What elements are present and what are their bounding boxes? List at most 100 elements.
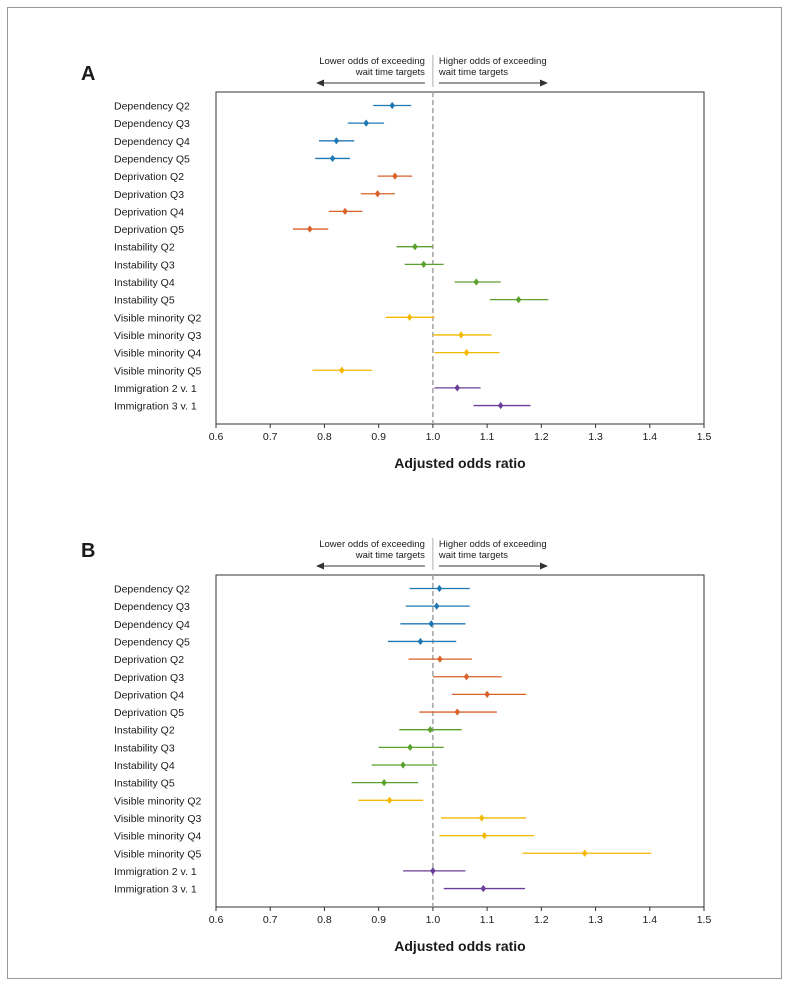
- forest-row: Visible minority Q4: [114, 831, 535, 843]
- x-tick-label: 1.2: [534, 431, 549, 443]
- row-label: Instability Q5: [114, 295, 175, 307]
- row-label: Deprivation Q2: [114, 654, 184, 666]
- x-tick-label: 1.1: [480, 914, 495, 926]
- forest-row: Deprivation Q2: [114, 654, 472, 666]
- forest-row: Instability Q4: [114, 277, 501, 289]
- x-axis: 0.6 0.7 0.8 0.9 1.0 1.1 1.2 1.3 1.4 1.5: [209, 907, 712, 926]
- annotation-line: Higher odds of exceeding: [439, 56, 547, 67]
- point-estimate-marker: [463, 673, 470, 681]
- x-tick-label: 0.9: [371, 914, 386, 926]
- point-estimate-marker: [454, 708, 461, 716]
- x-tick-label: 0.6: [209, 914, 224, 926]
- point-estimate-marker: [412, 243, 418, 251]
- forest-row: Immigration 3 v. 1: [114, 401, 531, 413]
- forest-row: Dependency Q2: [114, 101, 412, 113]
- row-label: Deprivation Q2: [114, 171, 184, 183]
- point-estimate-marker: [484, 690, 490, 698]
- x-axis-title: Adjusted odds ratio: [394, 455, 525, 471]
- point-estimate-marker: [420, 260, 427, 268]
- forest-row: Dependency Q4: [114, 619, 466, 631]
- point-estimate-marker: [342, 207, 348, 215]
- forest-row: Visible minority Q5: [114, 365, 373, 377]
- row-label: Deprivation Q4: [114, 689, 184, 701]
- annotation-line: Higher odds of exceeding: [439, 539, 547, 550]
- annotation-line: wait time targets: [438, 67, 508, 78]
- row-label: Visible minority Q4: [114, 348, 201, 360]
- forest-row: Dependency Q5: [114, 636, 457, 648]
- panel-letter: A: [81, 63, 95, 85]
- point-estimate-marker: [437, 655, 443, 663]
- row-label: Visible minority Q3: [114, 330, 201, 342]
- forest-row: Dependency Q3: [114, 118, 385, 130]
- plot-area: [215, 91, 705, 425]
- point-estimate-marker: [329, 154, 336, 163]
- row-label: Dependency Q4: [114, 136, 190, 148]
- point-estimate-marker: [581, 849, 588, 857]
- forest-row: Instability Q2: [114, 242, 433, 254]
- forest-row: Deprivation Q2: [114, 171, 413, 183]
- forest-row: Dependency Q5: [114, 153, 350, 165]
- point-estimate-marker: [333, 137, 340, 145]
- point-estimate-marker: [392, 172, 398, 180]
- x-tick-label: 0.8: [317, 914, 332, 926]
- figure-frame: [7, 7, 782, 979]
- row-label: Visible minority Q5: [114, 365, 201, 377]
- point-estimate-marker: [454, 384, 461, 392]
- row-label: Immigration 3 v. 1: [114, 401, 197, 413]
- forest-row: Visible minority Q2: [114, 795, 424, 807]
- point-estimate-marker: [497, 401, 504, 410]
- row-label: Instability Q2: [114, 725, 175, 737]
- point-estimate-marker: [480, 884, 487, 893]
- point-estimate-marker: [473, 278, 480, 286]
- row-label: Instability Q4: [114, 277, 175, 289]
- x-tick-label: 1.3: [588, 431, 603, 443]
- forest-row: Visible minority Q4: [114, 348, 500, 360]
- forest-row: Deprivation Q4: [114, 206, 363, 218]
- row-label: Deprivation Q5: [114, 707, 184, 719]
- point-estimate-marker: [427, 726, 433, 734]
- row-label: Immigration 2 v. 1: [114, 383, 197, 395]
- row-label: Visible minority Q4: [114, 831, 201, 843]
- x-tick-label: 0.6: [209, 431, 224, 443]
- row-label: Dependency Q3: [114, 601, 190, 613]
- forest-row: Deprivation Q4: [114, 689, 527, 701]
- annotation-line: Lower odds of exceeding: [319, 539, 425, 550]
- x-tick-label: 1.3: [588, 914, 603, 926]
- point-estimate-marker: [515, 296, 522, 304]
- row-label: Immigration 2 v. 1: [114, 866, 197, 878]
- point-estimate-marker: [463, 349, 470, 357]
- forest-row: Immigration 2 v. 1: [114, 866, 466, 878]
- row-label: Deprivation Q3: [114, 189, 184, 201]
- row-label: Instability Q3: [114, 742, 175, 754]
- point-estimate-marker: [430, 867, 436, 875]
- x-tick-label: 0.7: [263, 914, 278, 926]
- row-label: Visible minority Q3: [114, 813, 201, 825]
- x-tick-label: 1.1: [480, 431, 495, 443]
- panel-letter: B: [81, 540, 95, 562]
- x-tick-label: 1.4: [642, 914, 657, 926]
- x-tick-label: 1.5: [697, 914, 712, 926]
- annotation-line: wait time targets: [438, 550, 508, 561]
- x-tick-label: 0.7: [263, 431, 278, 443]
- point-estimate-marker: [481, 832, 488, 840]
- arrow-right-head-icon: [540, 79, 548, 87]
- x-tick-label: 1.2: [534, 914, 549, 926]
- point-estimate-marker: [400, 761, 406, 769]
- row-label: Instability Q5: [114, 778, 175, 790]
- point-estimate-marker: [417, 637, 424, 646]
- row-label: Instability Q2: [114, 242, 175, 254]
- forest-row: Immigration 3 v. 1: [114, 884, 526, 896]
- point-estimate-marker: [374, 190, 381, 198]
- plot-area: [215, 574, 705, 908]
- panel-a: A Lower odds of exceeding wait time target…: [81, 55, 711, 471]
- row-label: Visible minority Q5: [114, 848, 201, 860]
- annotation-line: Lower odds of exceeding: [319, 56, 425, 67]
- point-estimate-marker: [381, 779, 387, 787]
- point-estimate-marker: [406, 313, 413, 321]
- row-label: Deprivation Q4: [114, 206, 184, 218]
- point-estimate-marker: [458, 331, 464, 339]
- row-label: Dependency Q2: [114, 101, 190, 113]
